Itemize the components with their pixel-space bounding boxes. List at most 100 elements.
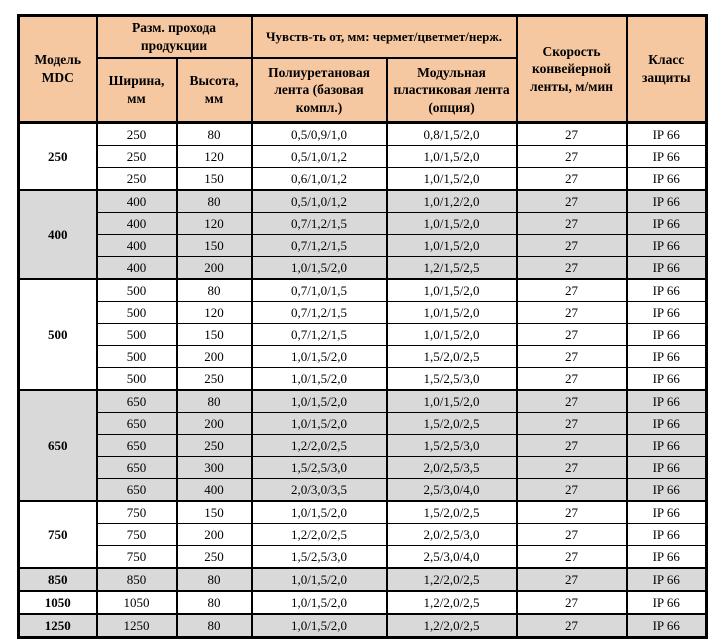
table-cell: IP 66 — [625, 590, 708, 615]
table-cell: 400 — [95, 189, 178, 213]
table-cell: 27 — [515, 389, 628, 413]
table-cell: 27 — [515, 500, 628, 524]
table-cell: 750 — [95, 523, 178, 546]
table-cell: 200 — [175, 523, 253, 546]
table-cell: 2,5/3,0/4,0 — [385, 545, 518, 569]
table-cell: 120 — [175, 145, 253, 168]
table-row: 850 850 80 1,0/1,5/2,0 1,2/2,0/2,5 27 IP 66 — [17, 567, 708, 592]
table-cell: 300 — [175, 456, 253, 479]
table-cell: 0,6/1,0/1,2 — [250, 167, 388, 191]
table-cell: 27 — [515, 167, 628, 191]
table-row: 750 200 1,2/2,0/2,5 2,0/2,5/3,0 27 IP 66 — [19, 523, 708, 546]
table-cell: 27 — [515, 345, 628, 368]
table-cell: IP 66 — [625, 500, 708, 524]
table-cell: 27 — [515, 189, 628, 213]
table-cell: 1,0/1,5/2,0 — [385, 234, 518, 257]
table-cell: IP 66 — [625, 323, 708, 346]
table-cell: 200 — [175, 256, 253, 280]
table-body: 250 250 80 0,5/0,9/1,0 0,8/1,5/2,0 27 IP 66 250… — [17, 121, 708, 638]
table-cell: 27 — [515, 323, 628, 346]
table-cell: 27 — [515, 234, 628, 257]
table-cell: 250 — [175, 545, 253, 569]
table-cell: 150 — [175, 167, 253, 191]
table-cell: 650 — [95, 478, 178, 502]
table-row: 650 300 1,5/2,5/3,0 2,0/2,5/3,5 27 IP 66 — [19, 456, 708, 479]
table-cell: IP 66 — [625, 278, 708, 302]
header-sensitivity: Чувств-ть от, мм: чермет/цветмет/нерж. — [250, 14, 518, 59]
table-cell: 400 — [95, 212, 178, 235]
table-cell: IP 66 — [625, 456, 708, 479]
table-cell: IP 66 — [625, 212, 708, 235]
table-cell: 650 — [95, 434, 178, 457]
header-model: Модель MDC — [17, 14, 98, 124]
table-cell: IP 66 — [625, 345, 708, 368]
header-belt-modular: Модульная пластиковая лента (опция) — [385, 57, 518, 124]
header-pass-size: Разм. прохода продукции — [95, 14, 253, 59]
table-cell: 750 — [95, 545, 178, 569]
table-cell: 400 — [175, 478, 253, 502]
table-cell: IP 66 — [625, 478, 708, 502]
table-row: 750 750 150 1,0/1,5/2,0 1,5/2,0/2,5 27 IP 66 — [17, 500, 708, 569]
table-cell: 1,5/2,5/3,0 — [250, 456, 388, 479]
table-row: 400 200 1,0/1,5/2,0 1,2/1,5/2,5 27 IP 66 — [19, 256, 708, 280]
table-cell: 27 — [515, 434, 628, 457]
table-cell: 150 — [175, 234, 253, 257]
table-cell: 0,5/1,0/1,2 — [250, 145, 388, 168]
table-row: 1050 1050 80 1,0/1,5/2,0 1,2/2,0/2,5 27 IP 66 — [17, 590, 708, 615]
model-cell: 1050 — [17, 590, 98, 615]
table-cell: 27 — [515, 121, 628, 146]
table-cell: 1,2/2,0/2,5 — [385, 590, 518, 615]
table-cell: 27 — [515, 301, 628, 324]
table-row: 650 200 1,0/1,5/2,0 1,5/2,0/2,5 27 IP 66 — [19, 412, 708, 435]
table-cell: 1,0/1,5/2,0 — [250, 345, 388, 368]
table-cell: 80 — [175, 389, 253, 413]
table-cell: 400 — [95, 234, 178, 257]
table-cell: 1,0/1,5/2,0 — [250, 389, 388, 413]
table-cell: 150 — [175, 500, 253, 524]
table-cell: 27 — [515, 256, 628, 280]
table-cell: 80 — [175, 189, 253, 213]
table-cell: 500 — [95, 323, 178, 346]
table-row: 500 120 0,7/1,2/1,5 1,0/1,5/2,0 27 IP 66 — [19, 301, 708, 324]
table-cell: 1,0/1,5/2,0 — [385, 278, 518, 302]
table-cell: 0,5/1,0/1,2 — [250, 189, 388, 213]
model-cell: 1250 — [17, 613, 98, 638]
table-row: 250 250 80 0,5/0,9/1,0 0,8/1,5/2,0 27 IP 66 — [17, 121, 708, 191]
table-cell: 1,0/1,5/2,0 — [385, 212, 518, 235]
table-cell: 27 — [515, 212, 628, 235]
table-cell: 27 — [515, 478, 628, 502]
table-row: 250 120 0,5/1,0/1,2 1,0/1,5/2,0 27 IP 66 — [19, 145, 708, 168]
model-cell: 650 — [17, 389, 98, 502]
table-cell: 27 — [515, 278, 628, 302]
table-cell: 2,0/3,0/3,5 — [250, 478, 388, 502]
table-cell: 27 — [515, 567, 628, 592]
table-cell: IP 66 — [625, 234, 708, 257]
table-cell: 1,0/1,5/2,0 — [385, 301, 518, 324]
header-speed: Скорость конвейерной ленты, м/мин — [515, 14, 628, 124]
header-belt-pu: Полиуретановая лента (базовая компл.) — [250, 57, 388, 124]
table-cell: 80 — [175, 278, 253, 302]
table-row: 500 200 1,0/1,5/2,0 1,5/2,0/2,5 27 IP 66 — [19, 345, 708, 368]
table-cell: 1,2/2,0/2,5 — [385, 613, 518, 638]
table-cell: 0,5/0,9/1,0 — [250, 121, 388, 146]
table-cell: 500 — [95, 367, 178, 391]
table-cell: 1,0/1,5/2,0 — [250, 567, 388, 592]
table-cell: 200 — [175, 412, 253, 435]
table-cell: 2,5/3,0/4,0 — [385, 478, 518, 502]
table-cell: 1,5/2,5/3,0 — [385, 367, 518, 391]
table-row: 650 650 80 1,0/1,5/2,0 1,0/1,5/2,0 27 IP 66 — [17, 389, 708, 502]
table-row: 650 400 2,0/3,0/3,5 2,5/3,0/4,0 27 IP 66 — [19, 478, 708, 502]
header-protection: Класс защиты — [625, 14, 708, 124]
table-cell: 1,0/1,2/2,0 — [385, 189, 518, 213]
table-cell: IP 66 — [625, 145, 708, 168]
table-cell: IP 66 — [625, 256, 708, 280]
table-cell: 850 — [95, 567, 178, 592]
table-cell: 1,5/2,0/2,5 — [385, 412, 518, 435]
table-row: 400 120 0,7/1,2/1,5 1,0/1,5/2,0 27 IP 66 — [19, 212, 708, 235]
table-cell: 0,8/1,5/2,0 — [385, 121, 518, 146]
table-cell: 27 — [515, 456, 628, 479]
table-cell: 650 — [95, 412, 178, 435]
table-cell: 120 — [175, 212, 253, 235]
table-cell: 750 — [95, 500, 178, 524]
table-cell: 250 — [175, 434, 253, 457]
